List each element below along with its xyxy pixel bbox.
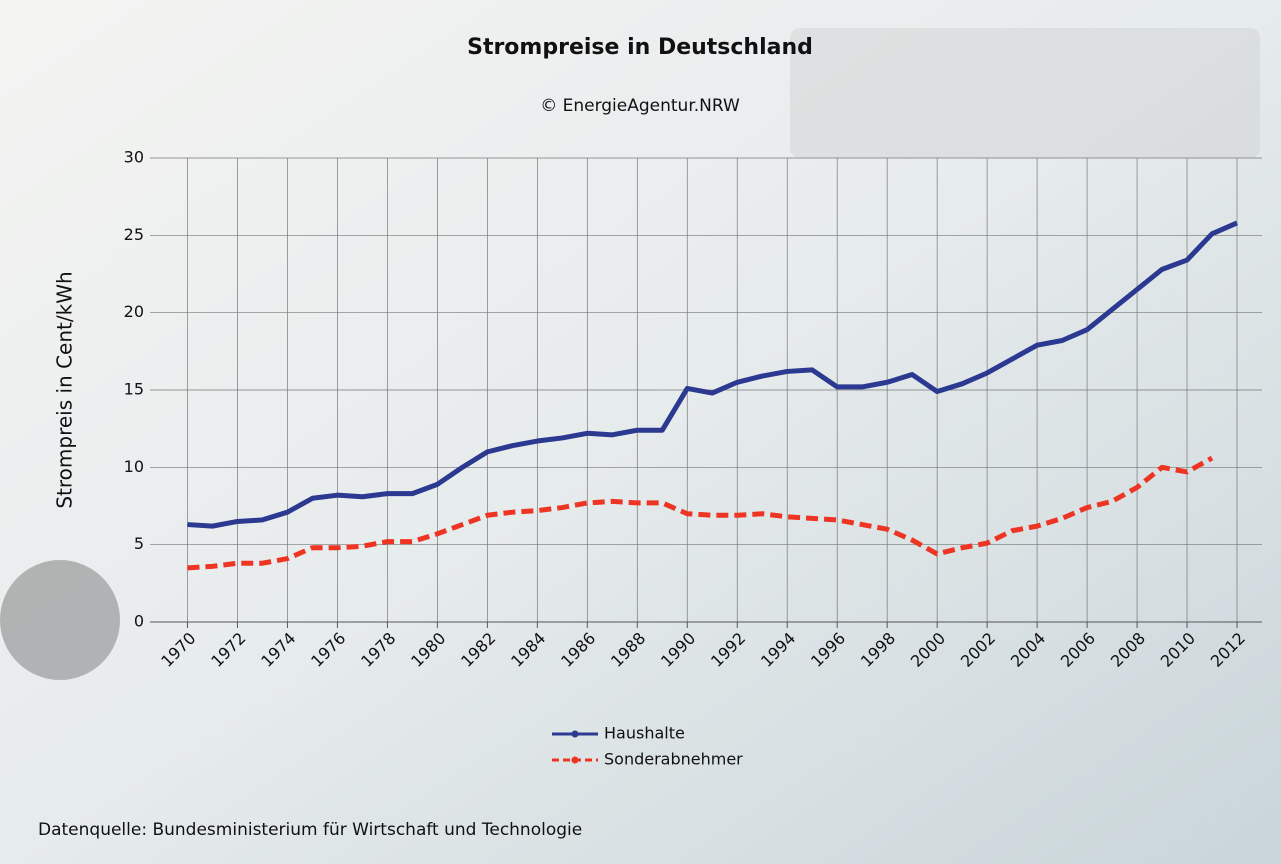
chart-title: Strompreise in Deutschland: [467, 35, 813, 60]
y-axis-label: Strompreis in Cent/kWh: [53, 271, 77, 508]
chart-subtitle: © EnergieAgentur.NRW: [540, 96, 740, 116]
legend-label: Haushalte: [604, 724, 685, 743]
legend-label: Sonderabnehmer: [604, 750, 743, 769]
series-line: [187, 455, 1214, 571]
y-tick-label: 5: [134, 534, 144, 553]
y-tick-label: 0: [134, 612, 144, 631]
y-tick-label: 25: [124, 225, 144, 244]
y-tick-label: 20: [124, 302, 144, 321]
decoration: [790, 28, 1260, 158]
y-tick-label: 10: [124, 457, 144, 476]
legend-marker: [571, 756, 579, 764]
y-tick-label: 15: [124, 380, 144, 399]
series-line: [187, 220, 1239, 529]
source: Datenquelle: Bundesministerium für Wirts…: [38, 820, 582, 840]
decoration: [0, 560, 120, 680]
legend-marker: [571, 730, 579, 738]
y-tick-label: 30: [124, 148, 144, 167]
